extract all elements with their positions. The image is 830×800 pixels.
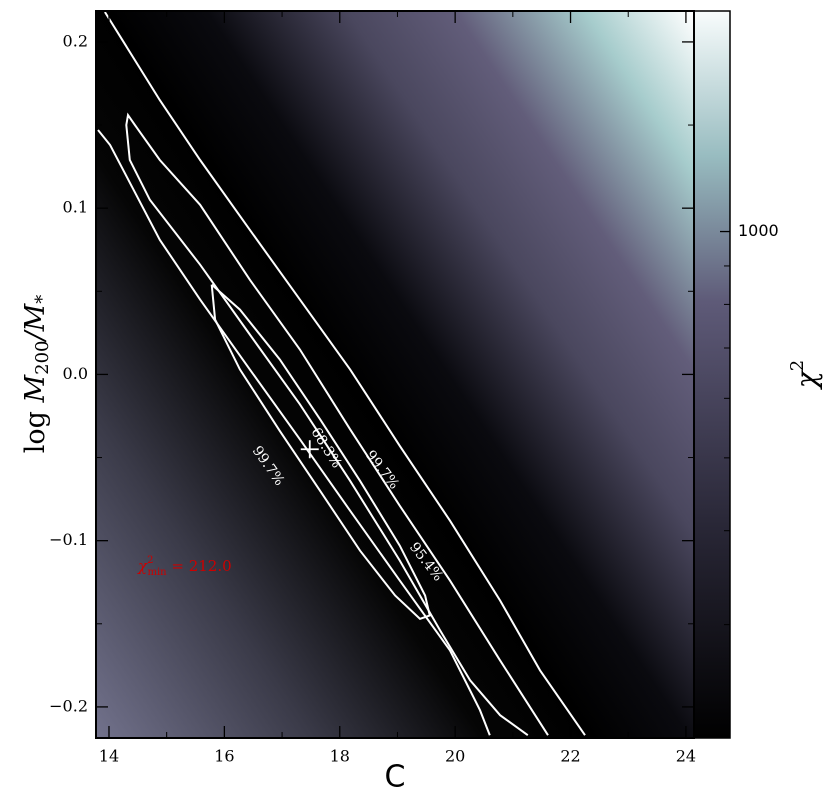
y-label-part: 200	[32, 340, 53, 374]
colorbar	[694, 11, 730, 738]
x-tick-label: 18	[330, 747, 350, 766]
x-tick-label: 16	[214, 747, 234, 766]
colorbar-label-part: 2	[787, 360, 808, 371]
annotation-part: = 212.0	[167, 557, 232, 575]
x-tick-label: 24	[676, 747, 696, 766]
annotation-part: 2	[147, 555, 153, 566]
chi2-map	[96, 11, 694, 738]
y-tick-label: 0.2	[63, 31, 88, 50]
annotation-part: min	[147, 567, 167, 578]
x-tick-label: 14	[99, 747, 119, 766]
y-tick-label: 0.1	[63, 198, 88, 217]
colorbar-tick-label: 1000	[738, 221, 779, 240]
contour-line	[125, 112, 549, 737]
y-tick-label: −0.2	[49, 696, 88, 715]
y-axis-label: log M200/M*	[20, 295, 54, 454]
colorbar-label-part: χ	[790, 369, 823, 390]
y-tick-label: −0.1	[49, 530, 88, 549]
axes: 14 16 18 20 22 24 −0.2 −0.1 0.0 0.1 0.2 1000	[49, 11, 779, 766]
colorbar-label: χ2	[787, 360, 823, 390]
y-label-part: *	[32, 295, 53, 304]
contour-line	[104, 11, 586, 736]
x-tick-label: 22	[560, 747, 580, 766]
y-label-part: M	[20, 374, 51, 404]
annotation-part: χ	[137, 557, 148, 575]
contour-line	[97, 129, 491, 736]
y-tick-label: 0.0	[63, 364, 88, 383]
y-label-part: /M	[20, 302, 51, 343]
y-label-part: log	[20, 403, 51, 454]
colorbar-frame	[693, 10, 731, 739]
x-tick-label: 20	[445, 747, 465, 766]
chi2-min-annotation: χ2 min = 212.0	[137, 555, 232, 578]
x-axis-label: C	[385, 760, 406, 795]
